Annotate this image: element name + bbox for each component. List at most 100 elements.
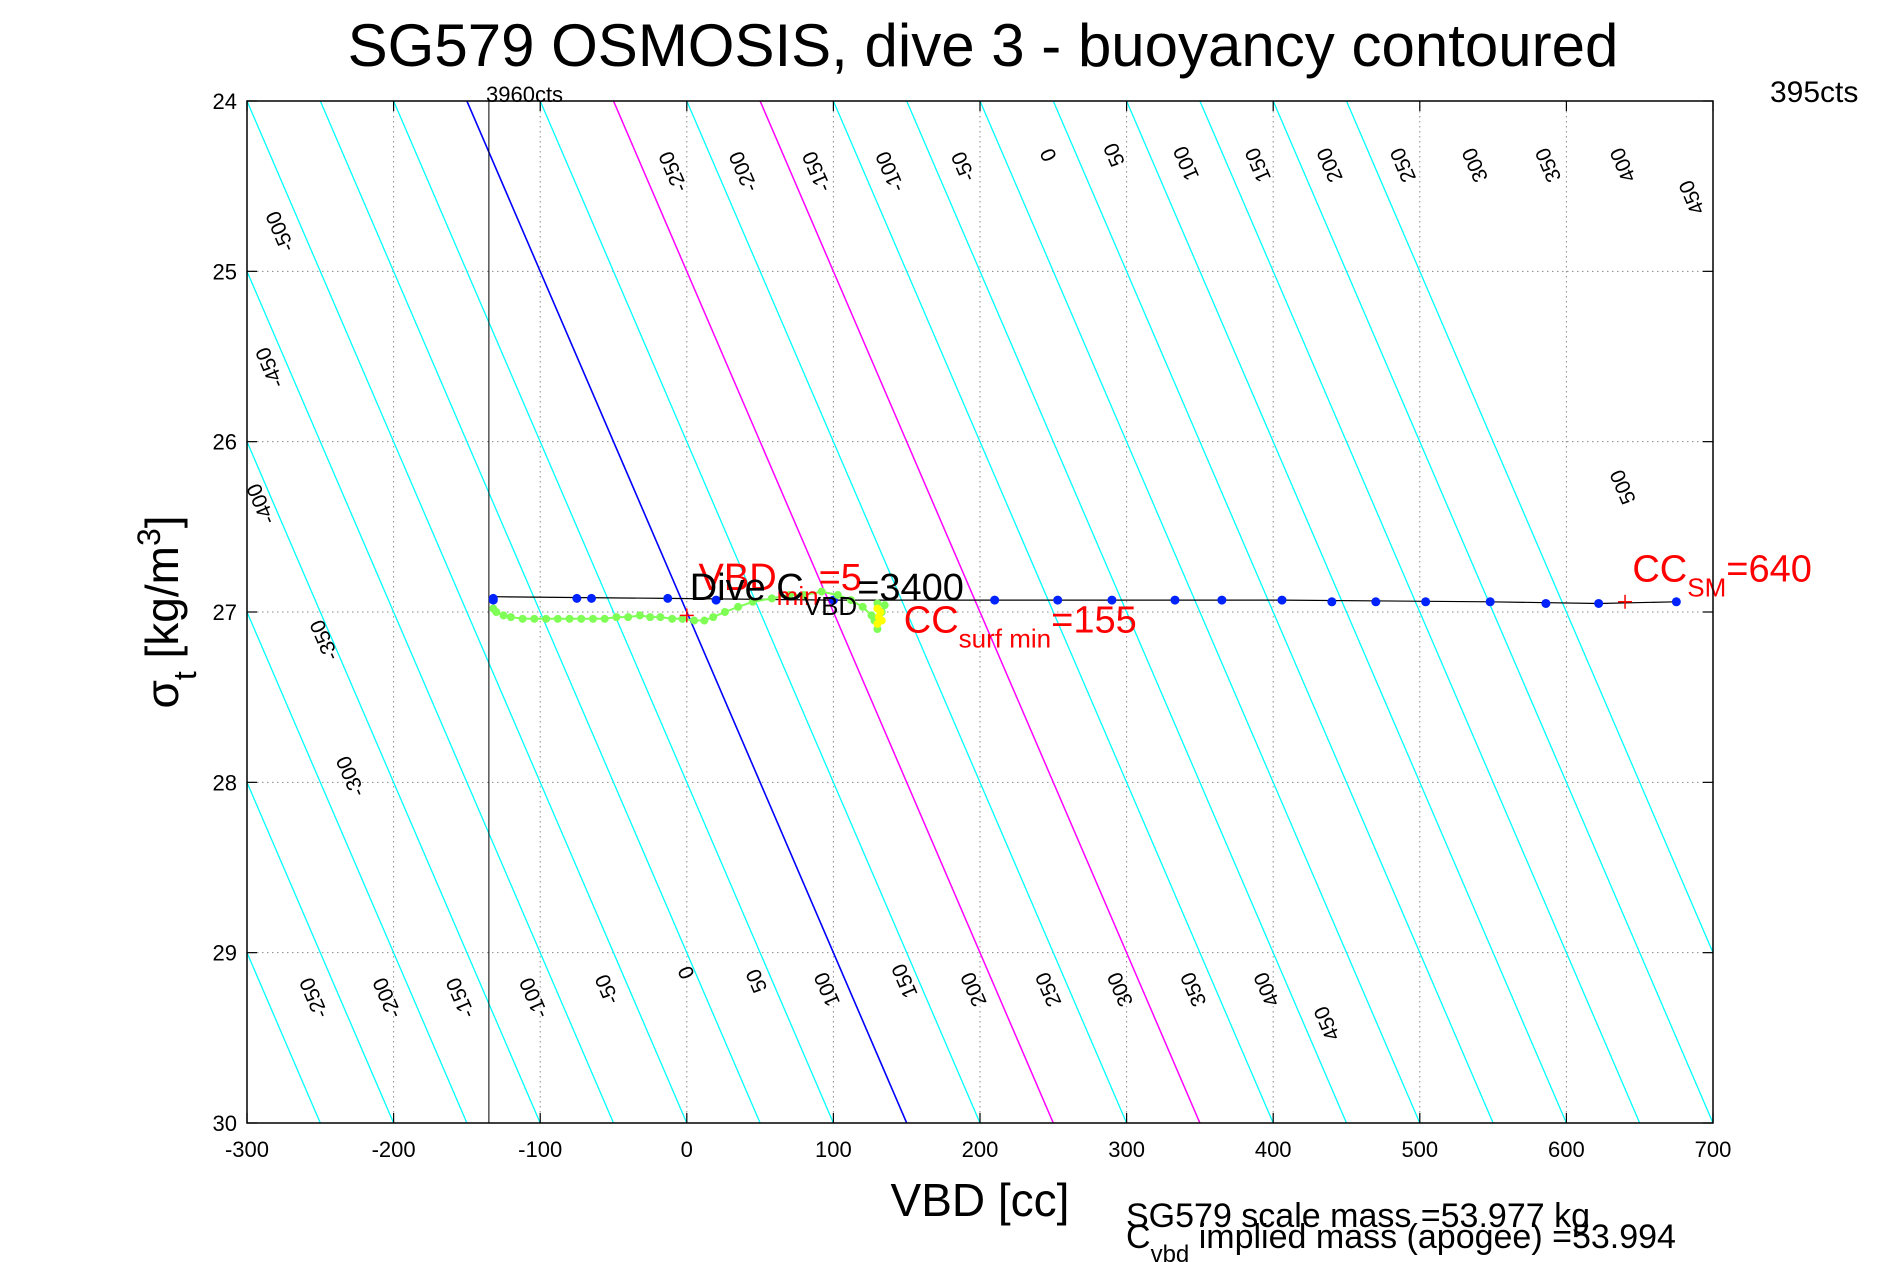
data-point bbox=[678, 614, 687, 623]
annotation-dive_c: Dive CVBD=3400 bbox=[690, 567, 964, 621]
data-point bbox=[700, 616, 709, 625]
x-tick-label: -200 bbox=[372, 1137, 416, 1162]
annotation-sub: min bbox=[777, 581, 819, 611]
axis-ticks: -300 -200 -100 0 100 200 300 400 500 600 700 24 25 26… bbox=[213, 89, 1732, 1162]
data-series bbox=[488, 587, 1681, 634]
data-point bbox=[800, 590, 809, 599]
scale-mass-note: SG579 scale mass =53.977 kg bbox=[1126, 1197, 1590, 1235]
annotation-sub: VBD bbox=[804, 591, 857, 621]
y-axis-title-sup: 3 bbox=[131, 528, 167, 546]
data-point bbox=[663, 593, 673, 603]
data-point bbox=[492, 608, 501, 616]
data-point bbox=[1541, 598, 1551, 608]
contour-line bbox=[319, 101, 761, 1123]
contour-line bbox=[247, 101, 688, 1123]
data-point bbox=[565, 614, 574, 623]
data-point bbox=[767, 594, 776, 603]
y-axis-title-open: [kg/m bbox=[136, 546, 188, 671]
contour-line bbox=[539, 101, 981, 1123]
contour-line bbox=[832, 101, 1274, 1123]
data-point bbox=[572, 593, 582, 603]
data-point bbox=[499, 611, 508, 620]
data-point bbox=[668, 614, 677, 623]
x-tick-label: -100 bbox=[518, 1137, 562, 1162]
data-point bbox=[873, 619, 882, 628]
corner-label-right: 395cts bbox=[1770, 76, 1858, 109]
annotation-sub: SM bbox=[1687, 572, 1726, 602]
contour-line bbox=[1052, 101, 1494, 1123]
data-point bbox=[587, 593, 597, 603]
data-point bbox=[518, 614, 527, 623]
implied-mass-rest: implied mass (apogee) =53.994 bbox=[1189, 1218, 1676, 1256]
data-point bbox=[711, 595, 721, 605]
annotation-main: CC bbox=[904, 599, 959, 641]
contour-line bbox=[247, 610, 468, 1123]
contour-line bbox=[759, 101, 1201, 1123]
y-tick-label: 30 bbox=[213, 1111, 237, 1136]
contour-line bbox=[1345, 101, 1713, 955]
y-axis-title-main: σ bbox=[136, 680, 188, 708]
contour-line bbox=[612, 101, 1054, 1123]
annotation-main: VBD bbox=[699, 557, 777, 599]
data-point bbox=[553, 614, 562, 623]
x-tick-label: 200 bbox=[962, 1137, 999, 1162]
y-axis-title-close: ] bbox=[136, 515, 188, 528]
annotation-cc_surf: CCsurf min=155 bbox=[904, 599, 1137, 653]
y-axis-title-sub: t bbox=[167, 671, 203, 680]
data-point bbox=[1594, 598, 1604, 608]
data-point bbox=[690, 616, 699, 625]
x-tick-label: 300 bbox=[1108, 1137, 1145, 1162]
y-tick-label: 29 bbox=[213, 941, 237, 966]
y-tick-label: 26 bbox=[213, 430, 237, 455]
contour-line bbox=[686, 101, 1128, 1123]
corner-label-left: 3960cts bbox=[486, 82, 563, 107]
data-point bbox=[1170, 595, 1180, 605]
annotation-value: =155 bbox=[1051, 599, 1137, 641]
contour-line bbox=[393, 101, 834, 1123]
y-tick-label: 24 bbox=[213, 89, 237, 114]
contour-line bbox=[906, 101, 1348, 1123]
annotation-cc_sm: CCSM=640 bbox=[1632, 548, 1811, 602]
data-point bbox=[656, 613, 665, 622]
annotation-main: Dive C bbox=[690, 567, 804, 609]
data-point bbox=[1217, 595, 1227, 605]
contour-line bbox=[247, 780, 395, 1123]
x-tick-label: 400 bbox=[1255, 1137, 1292, 1162]
data-point bbox=[1485, 597, 1495, 607]
data-point bbox=[709, 613, 718, 622]
data-point bbox=[1421, 597, 1431, 607]
data-point bbox=[646, 613, 655, 622]
x-axis-title: VBD [cc] bbox=[891, 1174, 1070, 1226]
data-point bbox=[833, 590, 842, 599]
data-point bbox=[817, 587, 826, 596]
data-point bbox=[588, 614, 597, 623]
annotation-vbd_min: VBDmin=5 bbox=[699, 557, 862, 611]
data-point bbox=[748, 597, 757, 606]
data-point bbox=[1107, 595, 1117, 605]
contour-line bbox=[1126, 101, 1567, 1123]
annotation-value: =3400 bbox=[857, 567, 964, 609]
data-point bbox=[734, 602, 743, 611]
data-point bbox=[624, 613, 633, 622]
annotation-main: CC bbox=[1632, 548, 1687, 590]
x-tick-label: 500 bbox=[1401, 1137, 1438, 1162]
annotation-value: =5 bbox=[819, 557, 862, 599]
data-point bbox=[990, 595, 1000, 605]
data-point bbox=[785, 590, 794, 599]
contour-line bbox=[979, 101, 1421, 1123]
contour-line bbox=[247, 440, 541, 1123]
chart-title: SG579 OSMOSIS, dive 3 - buoyancy contour… bbox=[348, 12, 1619, 79]
buoyancy-contours bbox=[247, 101, 1713, 1123]
contour-line bbox=[1272, 101, 1713, 1123]
data-point bbox=[858, 602, 867, 611]
data-point bbox=[720, 608, 729, 616]
data-point bbox=[600, 614, 609, 623]
implied-mass-note: Cvbd implied mass (apogee) =53.994 bbox=[1126, 1218, 1676, 1262]
data-point bbox=[506, 613, 515, 622]
data-point bbox=[1327, 597, 1337, 607]
y-tick-label: 25 bbox=[213, 259, 237, 284]
data-point bbox=[542, 614, 551, 623]
x-tick-label: 100 bbox=[815, 1137, 852, 1162]
